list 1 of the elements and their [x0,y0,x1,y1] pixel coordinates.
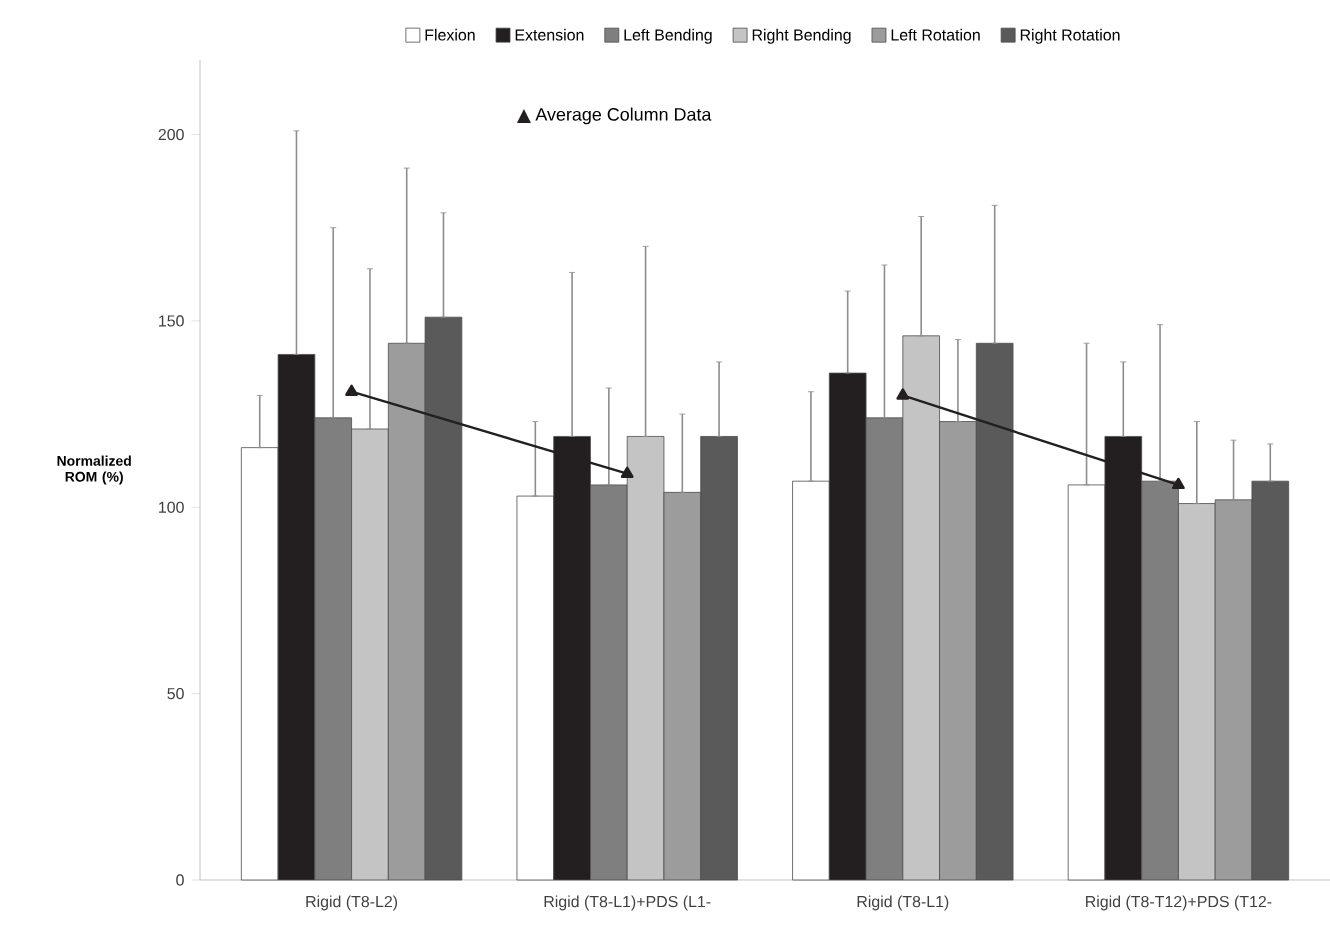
legend-label: Average Column Data [535,107,712,125]
